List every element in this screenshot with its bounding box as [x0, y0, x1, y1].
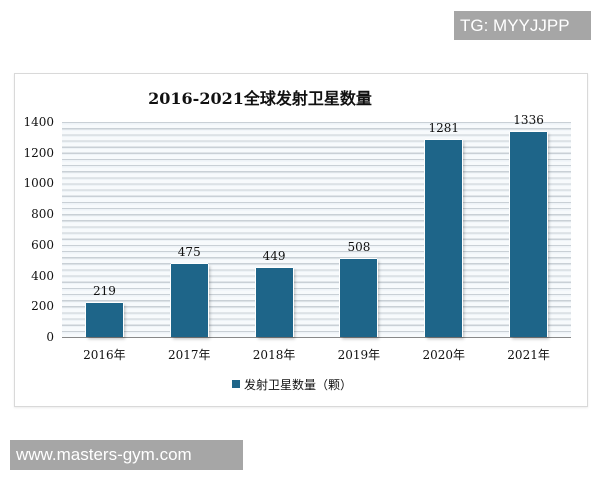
y-tick-label: 400: [31, 268, 54, 283]
x-tick-label: 2018年: [252, 348, 296, 362]
bar-2021年: [510, 131, 548, 337]
bar-2016年: [85, 303, 123, 337]
x-tick-label: 2016年: [83, 348, 126, 362]
bar-value-label: 475: [177, 245, 201, 260]
bar-2017年: [170, 264, 208, 337]
plot-area: [62, 122, 571, 337]
y-tick-label: 800: [31, 207, 54, 222]
bar-2018年: [255, 268, 293, 337]
watermark-bottom: www.masters-gym.com: [10, 440, 243, 470]
legend: 发射卫星数量（颗）: [232, 376, 352, 392]
x-tick-label: 2021年: [507, 348, 550, 362]
x-tick-label: 2017年: [167, 348, 211, 362]
bar-2019年: [340, 258, 378, 337]
bar-value-label: 1281: [428, 121, 460, 136]
x-tick-label: 2019年: [337, 348, 381, 362]
chart-title: 2016-2021全球发射卫星数量: [148, 89, 372, 108]
y-tick-label: 1000: [23, 176, 54, 191]
x-axis-line: [62, 337, 571, 338]
legend-label: 发射卫星数量（颗）: [244, 377, 353, 392]
watermark-top: TG: MYYJJPP: [454, 11, 591, 40]
y-tick-label: 200: [31, 299, 54, 314]
bar-value-label: 508: [347, 239, 371, 254]
bar-value-label: 219: [92, 284, 116, 299]
bar-value-label: 449: [262, 249, 286, 264]
y-tick-label: 1200: [23, 145, 54, 160]
bar-value-label: 1336: [513, 112, 544, 127]
x-tick-label: 2020年: [422, 348, 466, 362]
y-tick-label: 1400: [23, 115, 54, 129]
bar-2020年: [425, 140, 463, 337]
y-tick-label: 600: [31, 237, 54, 252]
y-tick-label: 0: [46, 330, 54, 344]
legend-swatch-icon: [232, 380, 240, 388]
